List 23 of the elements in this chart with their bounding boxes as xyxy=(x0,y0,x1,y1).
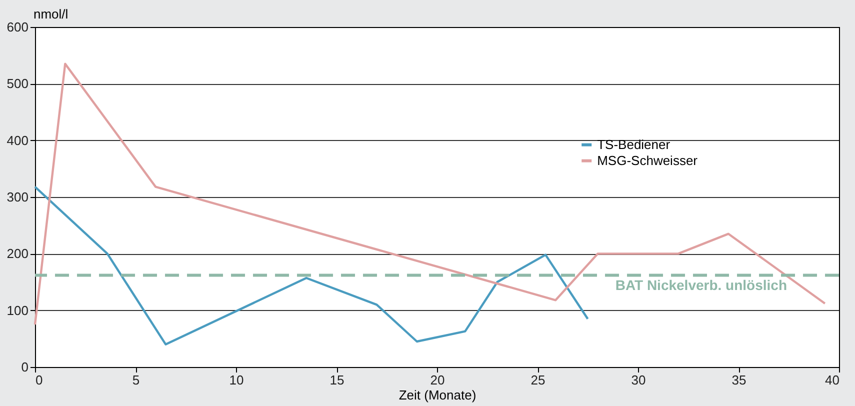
y-tick-label: 200 xyxy=(6,246,28,262)
y-tick-label: 0 xyxy=(21,360,28,374)
x-axis-title: Zeit (Monate) xyxy=(398,388,476,402)
x-tick-label: 15 xyxy=(330,372,344,388)
x-tick-label: 5 xyxy=(132,372,140,388)
legend-label: TS-Bediener xyxy=(597,136,671,152)
ref-line-label: BAT Nickelverb. unlöslich xyxy=(615,277,787,294)
y-tick-label: 500 xyxy=(6,76,28,92)
x-tick-label: 35 xyxy=(732,372,746,388)
x-tick-label: 40 xyxy=(825,372,840,388)
y-tick-label: 100 xyxy=(6,302,28,318)
y-axis-title: nmol/l xyxy=(34,6,68,22)
x-tick-label: 20 xyxy=(430,372,445,388)
line-series xyxy=(34,186,589,346)
y-tick-label: 600 xyxy=(6,20,28,34)
y-tick-label: 300 xyxy=(6,190,28,204)
legend-label: MSG-Schweisser xyxy=(597,152,698,168)
x-tick-label: 25 xyxy=(530,372,546,388)
y-tick-label: 400 xyxy=(6,132,28,148)
x-tick-label: 30 xyxy=(631,372,646,388)
line-series xyxy=(34,62,826,326)
x-tick-label: 10 xyxy=(229,372,244,388)
x-tick-label: 0 xyxy=(36,372,43,388)
